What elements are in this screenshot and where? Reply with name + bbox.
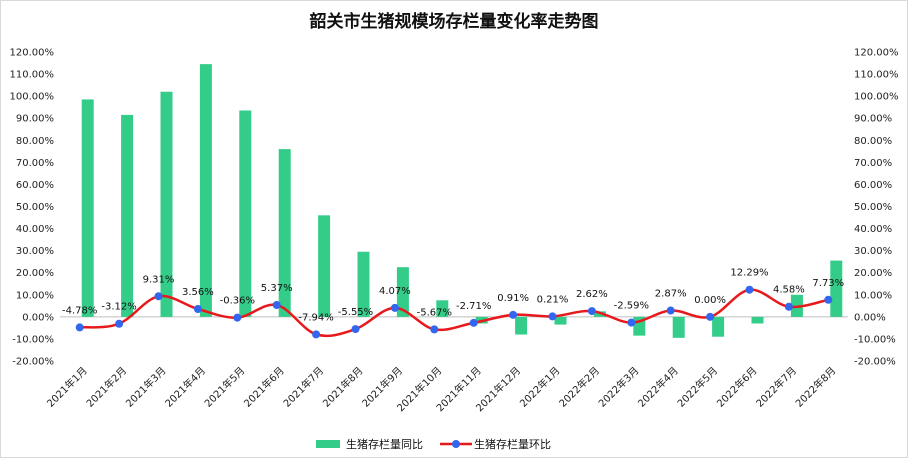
data-label: 12.29% [730, 268, 768, 279]
y-tick-left: 50.00% [16, 202, 54, 213]
bar-yoy [712, 316, 725, 337]
bar-yoy [515, 316, 528, 335]
y-tick-left: 0.00% [22, 312, 54, 323]
bar-yoy [121, 114, 134, 317]
y-tick-right: 80.00% [854, 136, 892, 147]
y-tick-right: 60.00% [854, 180, 892, 191]
y-tick-left: 80.00% [16, 136, 54, 147]
line-point [193, 304, 202, 313]
data-labels-layer: -4.78% -3.12%9.31%3.56%-0.36%5.37%-7.94% -… [62, 268, 844, 324]
data-label: 2.87% [655, 289, 687, 300]
legend: 生猪存栏量同比 生猪存栏量环比 [316, 437, 551, 451]
y-tick-left: 60.00% [16, 180, 54, 191]
y-tick-right: 110.00% [854, 70, 899, 81]
line-point [154, 292, 163, 301]
data-label: -4.78% [62, 305, 97, 316]
y-tick-right: 10.00% [854, 290, 892, 301]
line-point [587, 307, 596, 316]
data-label: -7.94% [298, 312, 333, 323]
y-tick-left: 10.00% [16, 290, 54, 301]
line-point [548, 312, 557, 321]
y-tick-left: -20.00% [12, 357, 54, 368]
y-tick-right: -20.00% [854, 357, 896, 368]
line-point [784, 302, 793, 311]
bar-yoy [318, 215, 331, 317]
data-label: 4.07% [379, 286, 411, 297]
data-label: 0.91% [497, 293, 529, 304]
line-point [233, 313, 242, 322]
legend-swatch-marker [452, 440, 460, 448]
data-label: 3.56% [182, 287, 214, 298]
y-tick-left: 20.00% [16, 268, 54, 279]
y-tick-left: 40.00% [16, 224, 54, 235]
y-tick-right: 30.00% [854, 246, 892, 257]
line-point [115, 319, 124, 328]
chart-title: 韶关市生猪规模场存栏量变化率走势图 [310, 11, 599, 32]
y-tick-left: 90.00% [16, 114, 54, 125]
line-point [272, 301, 281, 310]
y-tick-left: 100.00% [10, 92, 55, 103]
line-point [706, 312, 715, 321]
line-point [666, 306, 675, 315]
data-label: 0.00% [694, 295, 726, 306]
bar-yoy [81, 99, 94, 317]
y-tick-left: 120.00% [10, 48, 55, 59]
bars-layer [81, 64, 843, 338]
line-point [75, 323, 84, 332]
line-point [509, 310, 518, 319]
bar-yoy [357, 251, 370, 317]
y-tick-right: 50.00% [854, 202, 892, 213]
y-tick-left: 110.00% [10, 70, 55, 81]
line-point [824, 295, 833, 304]
bar-yoy [199, 64, 212, 317]
line-point [745, 285, 754, 294]
line-point [469, 318, 478, 327]
data-label: -2.71% [456, 301, 491, 312]
data-label: -0.36% [220, 296, 255, 307]
data-label: 9.31% [143, 274, 175, 285]
bar-yoy [751, 316, 764, 324]
line-point [390, 303, 399, 312]
y-tick-left: 30.00% [16, 246, 54, 257]
y-tick-right: -10.00% [854, 334, 896, 345]
legend-label: 生猪存栏量同比 [346, 437, 423, 451]
legend-swatch-bar [316, 440, 340, 448]
bar-yoy [160, 91, 173, 317]
bar-yoy [830, 260, 843, 317]
data-label: 7.73% [812, 278, 844, 289]
y-tick-right: 90.00% [854, 114, 892, 125]
data-label: -2.59% [614, 301, 649, 312]
data-label: 0.21% [537, 294, 569, 305]
bar-yoy [278, 149, 291, 317]
line-point [430, 325, 439, 334]
y-tick-right: 40.00% [854, 224, 892, 235]
data-label: 4.58% [773, 285, 805, 296]
data-label: -5.55% [338, 307, 373, 318]
y-tick-right: 120.00% [854, 48, 899, 59]
line-layer [75, 285, 833, 339]
y-tick-right: 0.00% [854, 312, 886, 323]
line-point [351, 325, 360, 334]
data-label: -3.12% [101, 302, 136, 313]
bar-yoy [396, 267, 409, 317]
legend-label: 生猪存栏量环比 [474, 437, 551, 451]
data-label: 5.37% [261, 283, 293, 294]
bar-yoy [672, 316, 685, 338]
y-tick-right: 70.00% [854, 158, 892, 169]
y-tick-right: 20.00% [854, 268, 892, 279]
y-tick-left: -10.00% [12, 334, 54, 345]
line-point [312, 330, 321, 339]
y-tick-right: 100.00% [854, 92, 899, 103]
data-label: -5.67% [417, 307, 452, 318]
data-label: 2.62% [576, 289, 608, 300]
bar-yoy [239, 110, 252, 317]
bar-yoy [436, 300, 449, 317]
bar-yoy [554, 316, 567, 325]
y-tick-left: 70.00% [16, 158, 54, 169]
line-point [627, 318, 636, 327]
